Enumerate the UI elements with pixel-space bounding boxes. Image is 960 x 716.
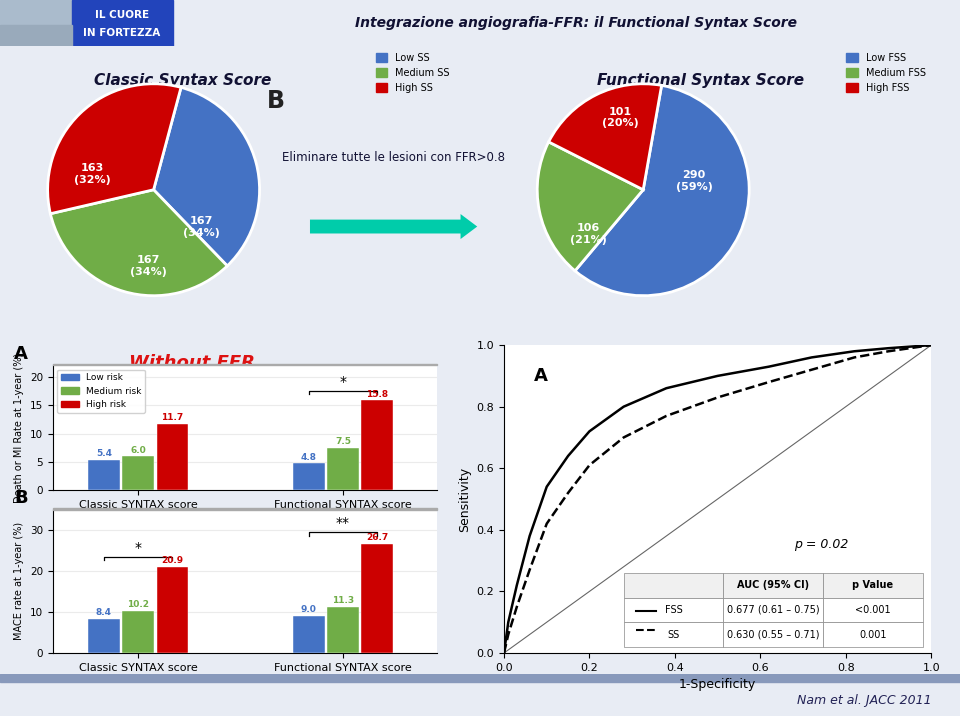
- Text: 8.4: 8.4: [96, 608, 112, 616]
- SS: [511, 603, 522, 611]
- Bar: [0, 25, 72, 46]
- Wedge shape: [48, 84, 181, 213]
- Bar: [0, 674, 960, 682]
- SS: [498, 649, 510, 657]
- SS: [563, 488, 574, 497]
- Bar: [327, 448, 359, 490]
- FSS: [618, 402, 630, 411]
- SS: [660, 412, 672, 420]
- FSS: [849, 347, 860, 356]
- Text: B: B: [14, 489, 28, 507]
- FSS: [502, 618, 514, 626]
- Text: 163
(32%): 163 (32%): [74, 163, 110, 185]
- FSS: [883, 344, 895, 352]
- Line: SS: SS: [504, 345, 931, 653]
- Text: 11.3: 11.3: [332, 596, 354, 605]
- Text: 290
(59%): 290 (59%): [676, 170, 712, 192]
- Wedge shape: [575, 85, 749, 296]
- Bar: [53, 508, 437, 510]
- Text: Without FFR: Without FFR: [129, 354, 255, 372]
- SS: [925, 341, 937, 349]
- FSS: [541, 483, 553, 491]
- Text: **: **: [336, 516, 350, 531]
- SS: [502, 630, 514, 639]
- Text: 9.0: 9.0: [300, 605, 317, 614]
- Text: p = 0.02: p = 0.02: [795, 538, 849, 551]
- Text: 167
(34%): 167 (34%): [130, 255, 167, 277]
- FSS: [511, 581, 522, 589]
- Bar: [156, 568, 188, 653]
- Bar: [88, 460, 120, 490]
- Bar: [327, 606, 359, 653]
- Bar: [53, 364, 437, 365]
- SS: [849, 353, 860, 362]
- Text: Functional Syntax Score: Functional Syntax Score: [597, 73, 804, 88]
- FSS: [660, 384, 672, 392]
- Wedge shape: [538, 142, 643, 271]
- FSS: [805, 353, 817, 362]
- Text: IN FORTEZZA: IN FORTEZZA: [84, 28, 160, 38]
- SS: [524, 566, 536, 574]
- Text: With FFR: With FFR: [645, 354, 737, 372]
- FSS: [925, 341, 937, 349]
- Bar: [156, 424, 188, 490]
- Bar: [361, 400, 393, 490]
- Legend: Low FSS, Medium FSS, High FSS: Low FSS, Medium FSS, High FSS: [843, 49, 929, 97]
- Text: *: *: [134, 541, 142, 555]
- Text: B: B: [267, 89, 285, 113]
- FancyArrowPatch shape: [310, 214, 477, 239]
- Text: Integrazione angiografia-FFR: il Functional Syntax Score: Integrazione angiografia-FFR: il Functio…: [355, 16, 797, 30]
- Text: 6.0: 6.0: [131, 446, 146, 455]
- SS: [618, 433, 630, 442]
- SS: [805, 365, 817, 374]
- FSS: [584, 427, 595, 435]
- Bar: [123, 611, 154, 653]
- FSS: [498, 649, 510, 657]
- X-axis label: 1-Specificity: 1-Specificity: [679, 678, 756, 691]
- Bar: [72, 0, 173, 46]
- SS: [541, 519, 553, 528]
- Text: 4.8: 4.8: [300, 453, 317, 462]
- Bar: [361, 543, 393, 653]
- FSS: [524, 532, 536, 541]
- Bar: [293, 463, 324, 490]
- Text: Eliminare tutte le lesioni con FFR>0.8: Eliminare tutte le lesioni con FFR>0.8: [282, 151, 505, 164]
- FSS: [763, 362, 775, 371]
- SS: [883, 347, 895, 356]
- Text: Nam et al. JACC 2011: Nam et al. JACC 2011: [797, 694, 931, 707]
- FSS: [563, 452, 574, 460]
- Text: 20.9: 20.9: [161, 556, 183, 566]
- SS: [763, 378, 775, 387]
- Text: Classic Syntax Score: Classic Syntax Score: [94, 73, 271, 88]
- Text: 7.5: 7.5: [335, 437, 351, 446]
- SS: [584, 461, 595, 470]
- FSS: [711, 372, 724, 380]
- Text: 101
(20%): 101 (20%): [602, 107, 638, 128]
- Text: 106
(21%): 106 (21%): [569, 223, 607, 245]
- Bar: [0, 0, 72, 46]
- Bar: [88, 619, 120, 653]
- Text: 10.2: 10.2: [127, 600, 149, 609]
- Text: 15.8: 15.8: [366, 390, 388, 399]
- Y-axis label: Death or MI Rate at 1-year (%): Death or MI Rate at 1-year (%): [14, 353, 24, 503]
- Legend: Low SS, Medium SS, High SS: Low SS, Medium SS, High SS: [372, 49, 453, 97]
- Text: 26.7: 26.7: [366, 533, 388, 542]
- Bar: [123, 456, 154, 490]
- Text: 167
(34%): 167 (34%): [182, 216, 220, 238]
- SS: [711, 393, 724, 402]
- Y-axis label: Sensitivity: Sensitivity: [458, 467, 471, 531]
- Bar: [293, 616, 324, 653]
- Wedge shape: [50, 190, 228, 296]
- Text: A: A: [14, 344, 28, 362]
- Text: 5.4: 5.4: [96, 449, 112, 458]
- Y-axis label: MACE rate at 1-year (%): MACE rate at 1-year (%): [14, 523, 24, 640]
- Text: A: A: [534, 367, 548, 384]
- Legend: Low risk, Medium risk, High risk: Low risk, Medium risk, High risk: [58, 369, 145, 413]
- Wedge shape: [154, 87, 259, 266]
- Text: IL CUORE: IL CUORE: [95, 10, 149, 20]
- Line: FSS: FSS: [504, 345, 931, 653]
- Wedge shape: [549, 84, 661, 190]
- Text: *: *: [340, 375, 347, 389]
- Text: 11.7: 11.7: [161, 413, 183, 422]
